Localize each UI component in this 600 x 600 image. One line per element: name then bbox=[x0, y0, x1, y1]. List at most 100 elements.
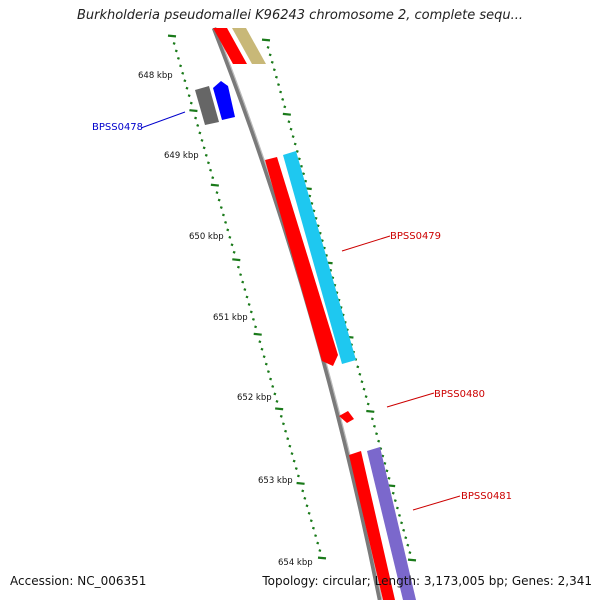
minor-tick bbox=[385, 469, 389, 473]
minor-tick bbox=[393, 499, 397, 503]
minor-tick bbox=[243, 288, 247, 291]
gene-label-bpss0478[interactable]: BPSS0478 bbox=[92, 122, 143, 133]
major-tick bbox=[275, 407, 284, 411]
minor-tick bbox=[366, 402, 370, 406]
minor-tick bbox=[400, 521, 404, 525]
major-tick bbox=[366, 409, 375, 413]
minor-tick bbox=[310, 201, 314, 205]
gene-label-bpss0479[interactable]: BPSS0479 bbox=[390, 231, 441, 242]
minor-tick bbox=[279, 414, 283, 418]
cds-feature-top-tan[interactable] bbox=[232, 28, 266, 64]
minor-tick bbox=[406, 543, 410, 547]
gene-feature-bpss0478[interactable] bbox=[213, 81, 235, 120]
cds-feature-top-red[interactable] bbox=[213, 28, 247, 64]
minor-tick bbox=[228, 235, 232, 239]
minor-tick bbox=[383, 461, 387, 465]
cds-feature-bpss0481[interactable] bbox=[349, 451, 395, 600]
minor-tick bbox=[269, 377, 273, 381]
minor-tick bbox=[217, 198, 221, 202]
minor-tick bbox=[292, 459, 296, 463]
major-tick bbox=[407, 558, 417, 562]
cds-feature-bpss0480[interactable] bbox=[339, 411, 354, 423]
minor-tick bbox=[404, 536, 408, 540]
minor-tick bbox=[391, 491, 395, 495]
minor-tick bbox=[316, 224, 320, 228]
purple-feature-bpss0481[interactable] bbox=[367, 447, 416, 600]
minor-tick bbox=[314, 534, 318, 538]
minor-tick bbox=[232, 250, 236, 254]
minor-tick bbox=[273, 392, 277, 396]
minor-tick bbox=[211, 176, 215, 180]
minor-tick bbox=[287, 120, 291, 124]
gene-label-bpss0480[interactable]: BPSS0480 bbox=[434, 389, 485, 400]
minor-tick bbox=[284, 429, 288, 433]
minor-tick bbox=[185, 86, 189, 90]
minor-tick bbox=[230, 243, 234, 247]
cyan-feature-bpss0479[interactable] bbox=[283, 151, 356, 364]
minor-tick bbox=[181, 71, 185, 75]
major-tick bbox=[189, 109, 198, 113]
minor-tick bbox=[219, 206, 223, 209]
gene-feature-grey[interactable] bbox=[195, 86, 219, 125]
minor-tick bbox=[301, 489, 305, 493]
minor-tick bbox=[249, 310, 253, 314]
minor-tick bbox=[364, 395, 368, 399]
minor-tick bbox=[362, 387, 366, 391]
minor-tick bbox=[254, 325, 258, 329]
gene-callout-line bbox=[412, 495, 461, 511]
minor-tick bbox=[318, 549, 322, 552]
minor-tick bbox=[304, 179, 308, 183]
tick-label: 648 kbp bbox=[138, 71, 173, 81]
minor-tick bbox=[281, 97, 285, 101]
minor-tick bbox=[221, 213, 225, 217]
minor-tick bbox=[187, 94, 191, 98]
minor-tick bbox=[387, 476, 391, 480]
minor-tick bbox=[183, 79, 187, 83]
minor-tick bbox=[286, 437, 290, 441]
minor-tick bbox=[200, 138, 204, 142]
minor-tick bbox=[314, 216, 318, 220]
minor-tick bbox=[241, 280, 245, 284]
major-tick bbox=[282, 112, 291, 116]
minor-tick bbox=[377, 439, 381, 443]
minor-tick bbox=[295, 149, 299, 153]
map-title: Burkholderia pseudomallei K96243 chromos… bbox=[76, 8, 524, 23]
minor-tick bbox=[290, 452, 294, 456]
minor-tick bbox=[381, 454, 385, 458]
minor-tick bbox=[275, 399, 279, 403]
minor-tick bbox=[308, 194, 312, 198]
minor-tick bbox=[268, 53, 272, 57]
minor-tick bbox=[271, 385, 275, 388]
minor-tick bbox=[375, 432, 379, 436]
tick-track bbox=[167, 34, 327, 560]
major-tick bbox=[296, 481, 305, 485]
cds-feature-bpss0479[interactable] bbox=[265, 157, 338, 366]
minor-tick bbox=[262, 355, 266, 359]
minor-tick bbox=[303, 496, 307, 500]
minor-tick bbox=[305, 504, 309, 508]
minor-tick bbox=[293, 142, 297, 146]
tick-label: 652 kbp bbox=[237, 393, 272, 403]
minor-tick bbox=[247, 303, 251, 306]
gene-callout-line bbox=[341, 235, 391, 252]
major-tick bbox=[253, 332, 262, 336]
minor-tick bbox=[279, 90, 283, 94]
gene-label-bpss0481[interactable]: BPSS0481 bbox=[461, 491, 512, 502]
minor-tick bbox=[402, 528, 406, 532]
minor-tick bbox=[260, 347, 264, 351]
minor-tick bbox=[370, 417, 374, 421]
minor-tick bbox=[297, 157, 301, 161]
minor-tick bbox=[239, 273, 243, 277]
major-tick bbox=[232, 258, 241, 262]
minor-tick bbox=[198, 131, 202, 135]
tick-label: 651 kbp bbox=[213, 313, 248, 323]
minor-tick bbox=[196, 124, 200, 127]
minor-tick bbox=[360, 380, 364, 384]
minor-tick bbox=[398, 513, 401, 517]
minor-tick bbox=[294, 467, 298, 470]
major-tick bbox=[167, 34, 177, 38]
minor-tick bbox=[194, 116, 198, 120]
major-tick bbox=[317, 556, 327, 560]
minor-tick bbox=[226, 228, 230, 232]
